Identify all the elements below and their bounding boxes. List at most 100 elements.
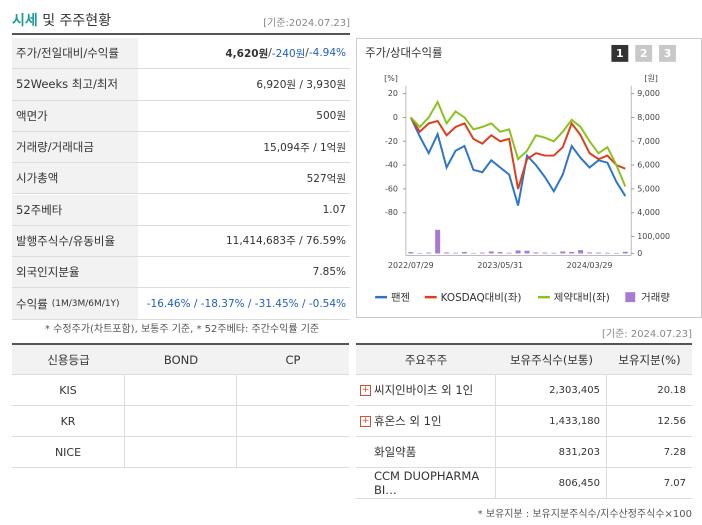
volume-bar xyxy=(587,252,593,254)
value: / xyxy=(268,47,272,60)
x-tick-label: 2024/03/29 xyxy=(567,261,613,270)
volume-bar xyxy=(596,252,601,254)
shares: 1,433,180 xyxy=(496,406,607,437)
value: 6,920원 / 3,930원 xyxy=(256,78,346,91)
chart-basis: [기준: 2024.07.23] xyxy=(601,329,692,340)
volume-bar xyxy=(426,252,432,254)
volume-bar xyxy=(524,250,530,254)
row-value: -16.46% / -18.37% / -31.45% / -0.54% xyxy=(138,288,350,320)
note: * 수정주가(차트포함), 보통주 기준, * 52주베타: 주간수익률 기준 xyxy=(45,324,320,335)
row-value: 11,414,683주 / 76.59% xyxy=(138,226,350,258)
row-value: 4,620원 / -240원 / -4.94% xyxy=(138,38,350,70)
row-value: 527억원 xyxy=(138,163,350,195)
label: 52Weeks 최고/최저 xyxy=(16,77,118,92)
volume-bar xyxy=(417,252,423,254)
y2-tick-label: 5,000 xyxy=(637,184,660,193)
expand-icon[interactable]: + xyxy=(360,415,371,427)
y2-tick-label: 6,000 xyxy=(637,161,660,170)
volume-bar xyxy=(542,252,548,254)
agency: KIS xyxy=(12,375,125,406)
x-tick-label: 2023/05/31 xyxy=(477,261,523,270)
value: 15,094주 / 1억원 xyxy=(263,141,346,154)
label: 액면가 xyxy=(16,108,48,123)
y2-tick-label: 9,000 xyxy=(637,89,660,98)
label: 시가총액 xyxy=(16,171,59,186)
row-label: 수익률 (1M/3M/6M/1Y) xyxy=(12,288,138,320)
shares: 806,450 xyxy=(496,468,607,499)
divider xyxy=(12,33,350,35)
value: 1.07 xyxy=(322,203,346,216)
line xyxy=(410,116,626,190)
y-tick-label: -60 xyxy=(385,184,398,193)
volume-bar xyxy=(578,250,584,254)
holder-name: 씨지인바이츠 외 1인 xyxy=(374,383,474,397)
note: * 보유지분 : 보유지분주식수/지수산정주식수×100 xyxy=(477,509,692,520)
header-cell: 보유지분(%) xyxy=(607,343,692,375)
holder: + 씨지인바이츠 외 1인 xyxy=(356,375,496,406)
label: 수익률 xyxy=(16,296,48,311)
volume-bar xyxy=(569,251,575,254)
volume-bar xyxy=(488,251,494,254)
pct: 7.28 xyxy=(607,437,692,468)
holder: CCM DUOPHARMA BI… xyxy=(356,468,496,499)
value: 500원 xyxy=(316,110,346,123)
y-unit: [%] xyxy=(384,74,398,83)
y-tick-label: -40 xyxy=(385,161,398,170)
volume-bar xyxy=(461,251,467,254)
value: 7.85% xyxy=(312,266,346,279)
tab-label: 2 xyxy=(640,47,648,60)
holder-name: CCM DUOPHARMA BI… xyxy=(374,469,480,497)
volume-bar xyxy=(408,252,414,254)
volume-bar xyxy=(551,252,557,254)
label-note: (1M/3M/6M/1Y) xyxy=(51,298,120,309)
empty-cell xyxy=(125,406,237,437)
legend-swatch xyxy=(625,292,636,303)
header-cell: CP xyxy=(237,343,349,375)
y-tick-label: 0 xyxy=(393,113,398,122)
volume-bar xyxy=(533,252,539,254)
header-cell: 보유주식수(보통) xyxy=(496,343,607,375)
legend-label: 팬젠 xyxy=(391,292,410,304)
title: 시세 xyxy=(12,13,38,29)
row-label: 주가/전일대비/수익률 xyxy=(12,38,138,70)
legend-label: 제약대비(좌) xyxy=(554,292,610,304)
row-label: 시가총액 xyxy=(12,163,138,195)
pct: 12.56 xyxy=(607,406,692,437)
value: / xyxy=(305,47,309,60)
pct: 20.18 xyxy=(607,375,692,406)
header-cell: 주요주주 xyxy=(356,343,496,375)
shares: 831,203 xyxy=(496,437,607,468)
agency: KR xyxy=(12,406,125,437)
volume-bar xyxy=(453,252,459,254)
label: 주가/전일대비/수익률 xyxy=(16,46,119,61)
tab[interactable]: 2 xyxy=(635,44,653,62)
title-rest: 및 주주현황 xyxy=(42,13,112,29)
volume-bar xyxy=(604,252,610,254)
row-value: 7.85% xyxy=(138,257,350,289)
y-tick-label: -80 xyxy=(385,208,398,217)
value: -4.94% xyxy=(308,47,346,60)
volume-bar xyxy=(515,250,521,254)
empty-cell xyxy=(237,437,349,468)
label: 52주베타 xyxy=(16,202,63,217)
row-label: 52주베타 xyxy=(12,194,138,226)
holder-name: 화일약품 xyxy=(374,445,417,459)
row-label: 외국인지분율 xyxy=(12,257,138,289)
legend-label: KOSDAQ대비(좌) xyxy=(441,292,522,304)
tab[interactable]: 1 xyxy=(611,44,629,62)
holder-name: 휴온스 외 1인 xyxy=(374,414,442,428)
holder: 화일약품 xyxy=(356,437,496,468)
value: -240원 xyxy=(271,47,306,60)
label: 외국인지분율 xyxy=(16,265,80,280)
y2-tick-label: 4,000 xyxy=(637,208,660,217)
empty-cell xyxy=(237,375,349,406)
label: 거래량/거래대금 xyxy=(16,140,94,155)
y2-tick-label: 7,000 xyxy=(637,137,660,146)
row-value: 15,094주 / 1억원 xyxy=(138,132,350,164)
expand-icon[interactable]: + xyxy=(360,384,371,396)
header-cell: BOND xyxy=(125,343,237,375)
date: [기준:2024.07.23] xyxy=(263,18,350,29)
tab[interactable]: 3 xyxy=(659,44,676,62)
tab-label: 1 xyxy=(616,47,624,60)
volume-bar xyxy=(470,252,476,254)
